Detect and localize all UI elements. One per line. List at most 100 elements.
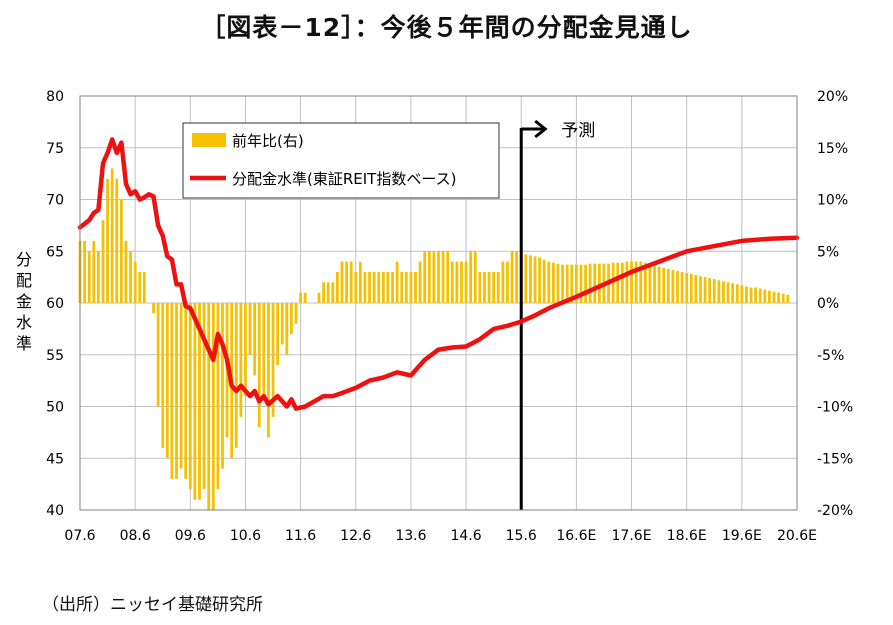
bar xyxy=(248,303,252,355)
bar xyxy=(437,251,440,303)
bar xyxy=(469,251,473,303)
y-left-axis-title-char: 分 xyxy=(16,250,32,269)
forecast-label: 予測 xyxy=(561,121,595,141)
bar xyxy=(473,251,477,303)
bar xyxy=(597,263,601,303)
bar xyxy=(634,261,638,303)
x-tick-label: 13.6 xyxy=(395,528,426,544)
bar xyxy=(423,251,427,303)
bar xyxy=(106,178,109,303)
bar xyxy=(322,282,325,303)
bar xyxy=(184,303,188,479)
bar xyxy=(179,303,183,469)
bar xyxy=(244,303,247,397)
bar xyxy=(432,251,436,303)
bar xyxy=(138,271,142,303)
bar xyxy=(735,284,739,303)
y-left-tick-label: 75 xyxy=(46,141,64,157)
x-tick-label: 14.6 xyxy=(450,528,481,544)
bar xyxy=(317,292,321,303)
x-tick-label: 16.6E xyxy=(556,528,596,544)
legend-swatch-bar xyxy=(192,133,226,147)
bar xyxy=(593,263,597,303)
y-left-tick-label: 80 xyxy=(46,89,64,105)
y-right-tick-label: -10% xyxy=(817,400,853,416)
bar xyxy=(239,303,243,417)
bar xyxy=(152,303,155,314)
x-tick-label: 10.6 xyxy=(230,528,261,544)
bar xyxy=(354,271,358,303)
bar xyxy=(294,303,298,324)
bar xyxy=(395,261,399,303)
bar xyxy=(404,271,408,303)
bar xyxy=(561,264,564,303)
y-right-tick-label: 15% xyxy=(817,141,848,157)
bar xyxy=(501,261,505,303)
bar xyxy=(381,271,385,303)
bar xyxy=(772,291,776,303)
legend-label-line: 分配金水準(東証REIT指数ベース) xyxy=(232,170,456,188)
bar xyxy=(616,262,620,303)
bar xyxy=(786,294,790,303)
line-path xyxy=(77,137,800,411)
bar xyxy=(368,271,371,303)
bar xyxy=(460,261,463,303)
bar xyxy=(115,178,119,303)
bar xyxy=(731,283,735,303)
y-right-tick-label: 10% xyxy=(817,193,848,209)
bar xyxy=(657,266,661,303)
bar xyxy=(427,251,431,303)
y-right-tick-label: 5% xyxy=(817,244,839,260)
bar xyxy=(409,271,413,303)
y-left-axis-title-char: 配 xyxy=(16,271,32,290)
y-left-axis-title-char: 準 xyxy=(16,334,32,353)
bar xyxy=(666,268,670,303)
bar xyxy=(262,303,266,397)
bar xyxy=(110,168,114,303)
bar xyxy=(83,240,86,303)
x-tick-label: 07.6 xyxy=(64,528,95,544)
y-left-axis-title-char: 水 xyxy=(16,313,32,332)
bar xyxy=(331,282,335,303)
bar xyxy=(198,303,201,500)
bar xyxy=(211,303,215,510)
bar xyxy=(740,285,744,303)
bar xyxy=(699,276,702,303)
y-left-tick-label: 45 xyxy=(46,451,64,467)
bar xyxy=(97,251,100,303)
bar xyxy=(588,263,592,303)
bar xyxy=(542,259,546,303)
chart-title: ［図表－12］：今後５年間の分配金見通し xyxy=(200,13,693,42)
bar xyxy=(510,251,514,303)
bar xyxy=(763,289,767,303)
bar xyxy=(161,303,165,448)
x-tick-label: 17.6E xyxy=(612,528,652,544)
y-left-tick-label: 65 xyxy=(46,244,64,260)
bar xyxy=(579,264,583,303)
y-left-tick-label: 50 xyxy=(46,400,64,416)
bar xyxy=(478,271,482,303)
bar xyxy=(745,286,748,303)
bar xyxy=(202,303,206,490)
bar xyxy=(676,270,679,303)
x-tick-label: 20.6E xyxy=(777,528,817,544)
forecast-divider: 予測 xyxy=(519,119,595,510)
y-right-tick-label: -15% xyxy=(817,451,853,467)
bar xyxy=(689,274,693,303)
bar xyxy=(464,261,468,303)
bar xyxy=(221,303,224,469)
axes: 80 20% 75 15% 70 10% 65 5% 60 0% 55 -5% 50 -10% 45 -15%… xyxy=(16,89,853,544)
bar xyxy=(671,269,675,303)
bar xyxy=(336,271,339,303)
bar xyxy=(506,261,509,303)
bar xyxy=(648,263,652,303)
bar xyxy=(781,293,785,303)
bar xyxy=(487,271,491,303)
bar xyxy=(722,281,725,303)
bar xyxy=(777,292,780,303)
bar xyxy=(101,220,105,303)
bar xyxy=(299,292,302,303)
bar xyxy=(142,271,146,303)
bar xyxy=(418,261,422,303)
bar xyxy=(712,279,716,303)
